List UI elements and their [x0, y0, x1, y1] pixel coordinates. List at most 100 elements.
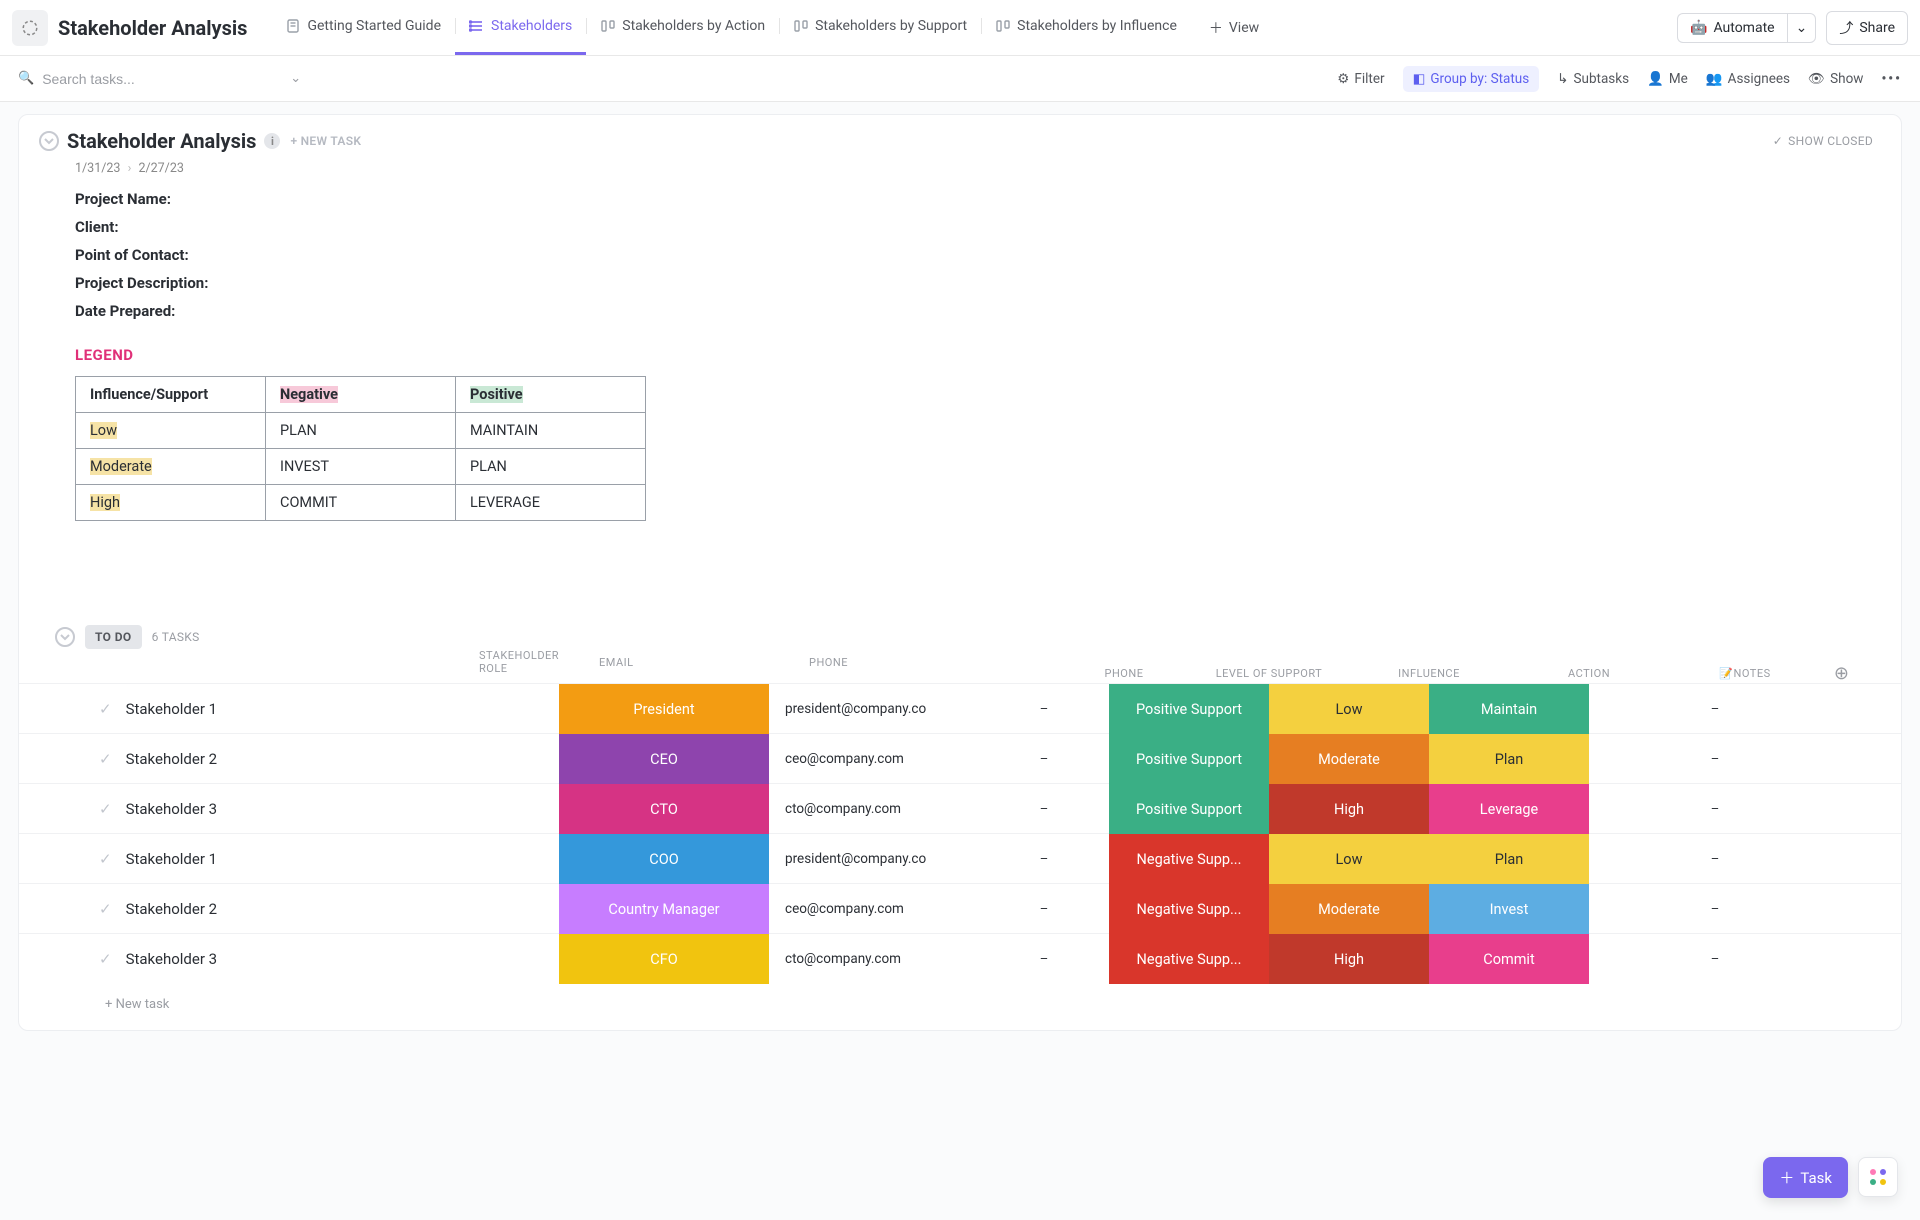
phone-cell[interactable]: –: [979, 952, 1109, 967]
check-icon[interactable]: ✓: [99, 700, 112, 718]
check-icon[interactable]: ✓: [99, 950, 112, 968]
new-task-row[interactable]: + New task: [19, 983, 1901, 1022]
legend-cell: LEVERAGE: [456, 485, 646, 521]
filter-icon: ⚙: [1337, 71, 1349, 87]
influence-tag[interactable]: Moderate: [1269, 734, 1429, 784]
filter-button[interactable]: ⚙Filter: [1337, 71, 1384, 87]
task-row[interactable]: ✓Stakeholder 1COOpresident@company.co–Ne…: [19, 833, 1901, 883]
task-row[interactable]: ✓Stakeholder 2Country Managerceo@company…: [19, 883, 1901, 933]
col-header: INFLUENCE: [1349, 667, 1509, 680]
tab-getting-started-guide[interactable]: Getting Started Guide: [271, 0, 455, 55]
email-cell[interactable]: cto@company.com: [769, 951, 979, 967]
legend-cell: INVEST: [266, 449, 456, 485]
description-block: 1/31/23 › 2/27/23 Project Name: Client: Po…: [19, 161, 1901, 535]
support-tag[interactable]: Negative Supp...: [1109, 834, 1269, 884]
status-collapse[interactable]: [55, 627, 75, 647]
support-tag[interactable]: Positive Support: [1109, 784, 1269, 834]
phone-cell[interactable]: –: [979, 902, 1109, 917]
legend-header-cell: Positive: [456, 377, 646, 413]
task-name: Stakeholder 3: [126, 950, 218, 968]
task-row[interactable]: ✓Stakeholder 3CFOcto@company.com–Negativ…: [19, 933, 1901, 983]
field-label: Project Name:: [75, 190, 1869, 208]
check-icon[interactable]: ✓: [99, 800, 112, 818]
role-tag[interactable]: CTO: [559, 784, 769, 834]
search-icon: 🔍: [18, 71, 34, 86]
phone-cell[interactable]: –: [979, 702, 1109, 717]
check-icon[interactable]: ✓: [99, 900, 112, 918]
show-button[interactable]: 👁Show: [1808, 71, 1863, 87]
email-cell[interactable]: president@company.co: [769, 701, 979, 717]
influence-tag[interactable]: High: [1269, 934, 1429, 984]
role-tag[interactable]: Country Manager: [559, 884, 769, 934]
email-cell[interactable]: ceo@company.com: [769, 901, 979, 917]
field-label: Client:: [75, 218, 1869, 236]
email-cell[interactable]: cto@company.com: [769, 801, 979, 817]
action-tag[interactable]: Plan: [1429, 734, 1589, 784]
role-tag[interactable]: CFO: [559, 934, 769, 984]
add-column-button[interactable]: ⊕: [1821, 663, 1861, 684]
fab-new-task[interactable]: ＋ Task: [1763, 1157, 1848, 1198]
check-icon[interactable]: ✓: [99, 750, 112, 768]
influence-tag[interactable]: Low: [1269, 834, 1429, 884]
notes-cell[interactable]: –: [1589, 702, 1841, 717]
legend-cell: PLAN: [266, 413, 456, 449]
col-header: 📝NOTES: [1669, 667, 1821, 680]
role-tag[interactable]: COO: [559, 834, 769, 884]
me-button[interactable]: 👤Me: [1647, 71, 1688, 87]
automate-dropdown[interactable]: ⌄: [1787, 13, 1817, 43]
share-icon: ⤴: [1839, 18, 1853, 38]
tab-stakeholders[interactable]: Stakeholders: [455, 0, 586, 55]
subtasks-button[interactable]: ↳Subtasks: [1557, 71, 1629, 87]
legend-table: Influence/Support Negative Positive LowP…: [75, 376, 646, 521]
action-tag[interactable]: Commit: [1429, 934, 1589, 984]
add-view-button[interactable]: ＋ View: [1199, 12, 1269, 44]
tab-stakeholders-by-support[interactable]: Stakeholders by Support: [779, 0, 981, 55]
role-tag[interactable]: CEO: [559, 734, 769, 784]
share-button[interactable]: ⤴ Share: [1826, 11, 1908, 45]
task-row[interactable]: ✓Stakeholder 2CEOceo@company.com–Positiv…: [19, 733, 1901, 783]
workspace-logo[interactable]: [12, 10, 48, 46]
search-chevron-icon[interactable]: ⌄: [290, 71, 301, 86]
field-label: Project Description:: [75, 274, 1869, 292]
influence-tag[interactable]: High: [1269, 784, 1429, 834]
phone-cell[interactable]: –: [979, 852, 1109, 867]
support-tag[interactable]: Negative Supp...: [1109, 934, 1269, 984]
tasks-count: 6 TASKS: [152, 630, 200, 644]
more-menu[interactable]: •••: [1881, 71, 1902, 87]
col-header: ACTION: [1509, 667, 1669, 680]
new-task-link[interactable]: + NEW TASK: [290, 134, 361, 148]
notes-cell[interactable]: –: [1589, 952, 1841, 967]
action-tag[interactable]: Leverage: [1429, 784, 1589, 834]
show-closed-toggle[interactable]: ✓ SHOW CLOSED: [1773, 134, 1881, 148]
influence-tag[interactable]: Moderate: [1269, 884, 1429, 934]
assignees-button[interactable]: 👥Assignees: [1706, 71, 1790, 87]
person-icon: 👤: [1647, 71, 1664, 87]
action-tag[interactable]: Invest: [1429, 884, 1589, 934]
email-cell[interactable]: ceo@company.com: [769, 751, 979, 767]
tab-stakeholders-by-action[interactable]: Stakeholders by Action: [586, 0, 779, 55]
check-icon[interactable]: ✓: [99, 850, 112, 868]
automate-button[interactable]: 🤖Automate ⌄: [1677, 13, 1816, 43]
support-tag[interactable]: Negative Supp...: [1109, 884, 1269, 934]
info-icon[interactable]: i: [264, 133, 280, 149]
collapse-toggle[interactable]: [39, 131, 59, 151]
status-chip[interactable]: TO DO: [85, 625, 142, 649]
notes-cell[interactable]: –: [1589, 802, 1841, 817]
support-tag[interactable]: Positive Support: [1109, 734, 1269, 784]
phone-cell[interactable]: –: [979, 752, 1109, 767]
legend-cell: Low: [76, 413, 266, 449]
task-row[interactable]: ✓Stakeholder 3CTOcto@company.com–Positiv…: [19, 783, 1901, 833]
date-range: 1/31/23 › 2/27/23: [75, 161, 1869, 176]
group-by-button[interactable]: ◧Group by: Status: [1403, 66, 1540, 92]
notes-cell[interactable]: –: [1589, 902, 1841, 917]
action-tag[interactable]: Plan: [1429, 834, 1589, 884]
notes-cell[interactable]: –: [1589, 752, 1841, 767]
notes-cell[interactable]: –: [1589, 852, 1841, 867]
tab-stakeholders-by-influence[interactable]: Stakeholders by Influence: [981, 0, 1191, 55]
search-input[interactable]: [42, 71, 242, 87]
fab-apps[interactable]: [1858, 1157, 1898, 1197]
phone-cell[interactable]: –: [979, 802, 1109, 817]
group-icon: ◧: [1413, 71, 1426, 87]
email-cell[interactable]: president@company.co: [769, 851, 979, 867]
list-icon: [469, 18, 485, 34]
